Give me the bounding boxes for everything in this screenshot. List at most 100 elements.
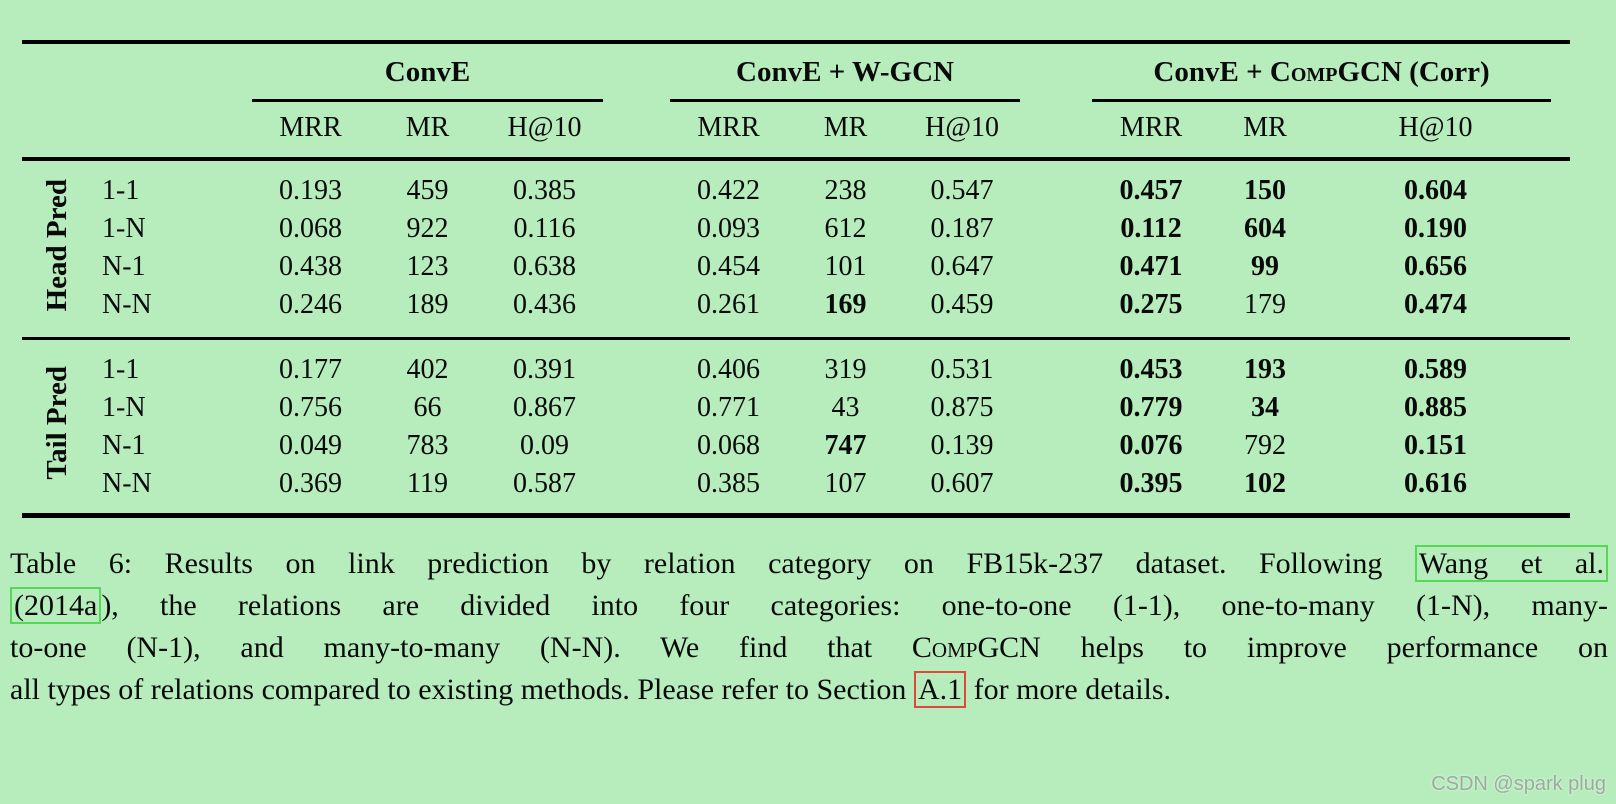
metric-value: 150 [1244,175,1287,206]
table-row: N-1 0.438 123 0.638 0.454 101 0.647 0.471 99 0.65… [22,248,1570,286]
metric-value: 238 [824,175,867,206]
metric-value: 66 [413,392,442,423]
spacer-cell [1020,389,1092,427]
metric-value: 0.151 [1404,430,1468,461]
group-header-conve: ConvE [252,42,604,102]
metric-value: 0.616 [1404,468,1468,499]
spacer-cell [1020,286,1092,339]
caption-smallcaps: omp [931,631,978,664]
caption-text: GCN helps to improve performance on [977,631,1608,664]
metric-value: 0.453 [1119,354,1183,385]
metric-value: 43 [831,392,860,423]
table-row: 1-N 0.756 66 0.867 0.771 43 0.875 0.779 34 0.885 [22,389,1570,427]
citation-link-2014a[interactable]: (2014a [10,587,102,624]
col-header-mr: MR [787,100,905,161]
spacer-cell [603,100,671,161]
metric-value: 0.068 [697,430,761,461]
metric-value: 0.187 [930,213,994,244]
col-header-h10: H@10 [486,100,604,161]
spacer-cell [1551,286,1570,339]
caption-text: Table 6: Results on link prediction by r… [10,547,1415,580]
spacer-cell [1551,159,1570,210]
spacer-cell [22,100,252,161]
metric-value: 0.09 [520,430,569,461]
metric-value: 0.531 [930,354,994,385]
caption-line-1: Table 6: Results on link prediction by r… [10,543,1608,585]
table-row: N-N 0.369 119 0.587 0.385 107 0.607 0.395 102 0.6… [22,465,1570,516]
metric-value: 0.093 [697,213,761,244]
spacer-cell [22,42,252,101]
caption-text: for more details. [966,673,1172,706]
metric-value: 0.116 [513,213,576,244]
metric-value: 0.177 [279,354,342,385]
spacer-cell [1020,159,1092,210]
table-row: N-N 0.246 189 0.436 0.261 169 0.459 0.275 179 0.4… [22,286,1570,339]
table-row: 1-N 0.068 922 0.116 0.093 612 0.187 0.112 604 0.1… [22,210,1570,248]
spacer-cell [1551,248,1570,286]
metric-value: 101 [824,251,867,282]
metric-value: 0.638 [513,251,576,282]
spacer-cell [1551,339,1570,390]
relation-category: 1-N [102,213,146,244]
metric-value: 0.471 [1119,251,1183,282]
spacer-cell [1020,100,1093,161]
table-row: N-1 0.049 783 0.09 0.068 747 0.139 0.076 792 0.15… [22,427,1570,465]
section-link-a1[interactable]: A.1 [913,671,967,708]
row-group-label: Head Pred [22,159,92,339]
metric-value: 0.190 [1404,213,1468,244]
spacer-cell [1020,339,1092,390]
metric-value: 0.875 [930,392,994,423]
metric-value: 179 [1244,289,1287,320]
metric-value: 0.076 [1119,430,1183,461]
caption-line-3: to-one (N-1), and many-to-many (N-N). We… [10,627,1608,669]
spacer-cell [603,159,670,210]
metric-value: 0.756 [279,392,342,423]
metric-value: 459 [406,175,449,206]
metric-value: 922 [406,213,449,244]
spacer-cell [1020,465,1092,516]
results-table: ConvE ConvE + W-GCN ConvE + CompGCN (Cor… [22,40,1571,518]
metric-value: 193 [1244,354,1287,385]
spacer-cell [603,427,670,465]
metric-value: 0.779 [1119,392,1183,423]
relation-category: 1-1 [102,354,140,385]
spacer-cell [1551,427,1570,465]
metric-value: 0.656 [1404,251,1468,282]
metric-value: 0.547 [930,175,994,206]
spacer-cell [1551,210,1570,248]
metric-value: 0.112 [1120,213,1182,244]
metric-value: 0.438 [279,251,342,282]
metric-value: 0.607 [930,468,994,499]
metric-value: 189 [406,289,449,320]
spacer-cell [603,389,670,427]
metric-value: 0.587 [513,468,576,499]
metric-value: 0.261 [697,289,761,320]
group-title-part: ConvE + C [1153,56,1291,88]
metric-value: 0.139 [930,430,994,461]
metric-value: 0.068 [279,213,342,244]
col-header-mrr: MRR [1092,100,1211,161]
metric-value: 783 [406,430,449,461]
spacer-cell [603,210,670,248]
caption-text: to-one (N-1), and many-to-many (N-N). We… [10,631,932,664]
metric-value: 107 [824,468,867,499]
relation-category: N-1 [102,251,146,282]
spacer-cell [603,42,670,101]
metric-value: 0.193 [279,175,342,206]
col-header-mr: MR [1210,100,1321,161]
metric-value: 0.867 [513,392,576,423]
metric-value: 0.604 [1404,175,1468,206]
metric-value: 0.385 [513,175,576,206]
metric-value: 0.474 [1404,289,1468,320]
citation-link-wang[interactable]: Wang et al. [1414,545,1608,582]
col-header-mrr: MRR [670,100,788,161]
spacer-cell [1020,248,1092,286]
group-title-smallcaps: omp [1290,56,1338,88]
spacer-cell [1551,389,1570,427]
row-group-label: Tail Pred [22,339,92,516]
col-header-h10: H@10 [1320,100,1552,161]
spacer-cell [1020,42,1092,101]
group-title-part: GCN (Corr) [1337,56,1490,88]
group-header-row: ConvE ConvE + W-GCN ConvE + CompGCN (Cor… [22,42,1570,102]
metric-value: 0.391 [513,354,576,385]
